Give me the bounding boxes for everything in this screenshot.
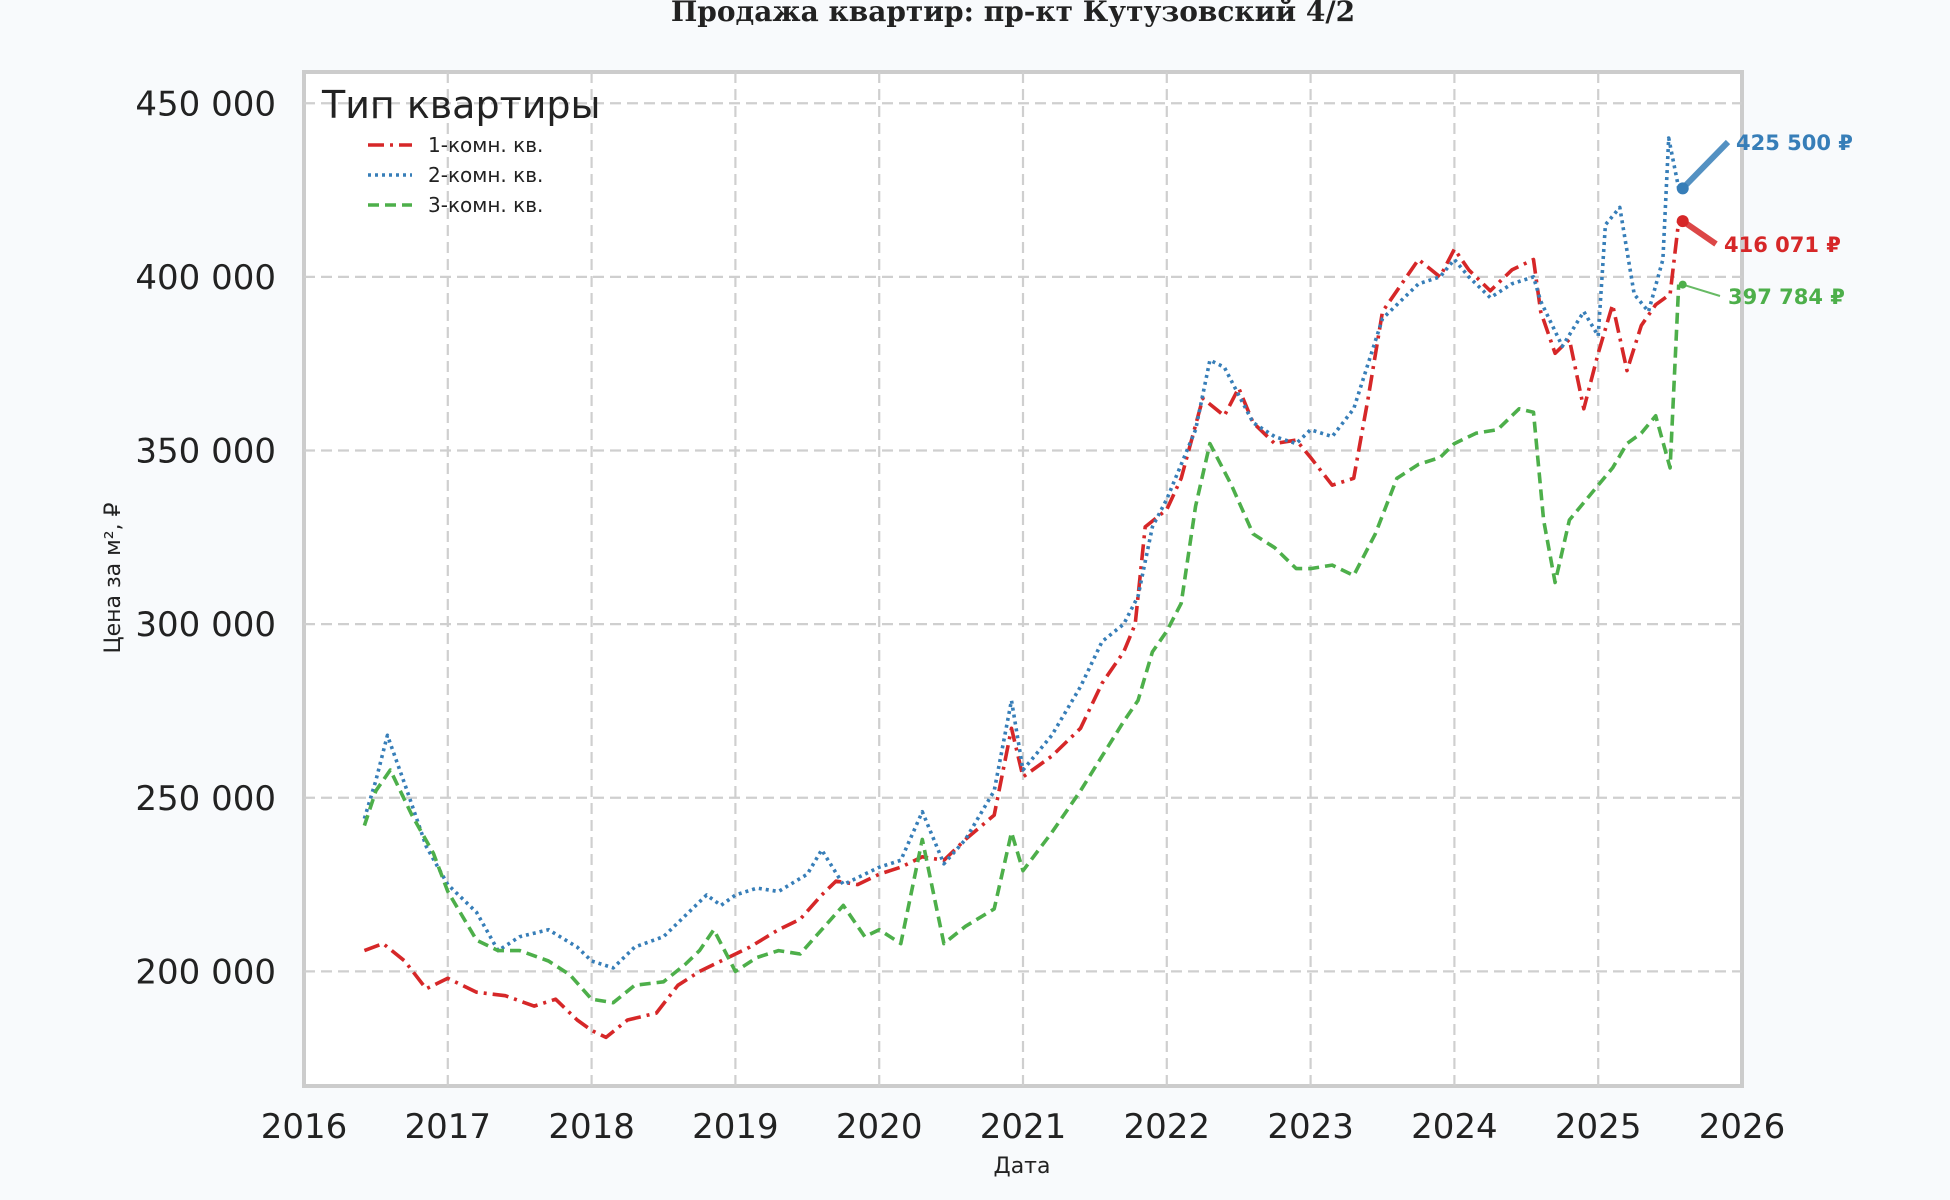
x-tick-label: 2024 xyxy=(1411,1107,1498,1147)
chart-title: Продажа квартир: пр-кт Кутузовский 4/2 xyxy=(671,0,1355,28)
x-tick-label: 2019 xyxy=(692,1107,779,1147)
grid xyxy=(304,72,1742,1086)
series-line-3 xyxy=(362,284,1681,1005)
x-tick-label: 2020 xyxy=(836,1107,923,1147)
annotation-label: 416 071 ₽ xyxy=(1724,233,1841,257)
legend-entry: 3-комн. кв. xyxy=(428,193,543,217)
x-tick-label: 2023 xyxy=(1267,1107,1354,1147)
annotation-arrowhead xyxy=(1676,182,1689,195)
annotation-arrowhead xyxy=(1678,280,1687,289)
legend-entry: 1-комн. кв. xyxy=(428,133,543,157)
y-axis-ticks: 200 000 250 000 300 000 350 000 400 000 450 0… xyxy=(135,84,276,992)
x-tick-label: 2018 xyxy=(548,1107,635,1147)
y-axis-label: Цена за м², ₽ xyxy=(101,502,126,653)
x-axis-ticks: 2016 2017 2018 2019 2020 2021 2022 2023 2024 2025… xyxy=(261,1107,1786,1147)
x-tick-label: 2021 xyxy=(980,1107,1067,1147)
annotations: 425 500 ₽ 416 071 ₽ 397 784 ₽ xyxy=(1676,131,1853,309)
x-tick-label: 2022 xyxy=(1124,1107,1211,1147)
legend-title: Тип квартиры xyxy=(321,83,601,127)
annotation-arrowhead xyxy=(1676,215,1689,228)
legend: Тип квартиры 1-комн. кв. 2-комн. кв. 3-ком… xyxy=(321,83,601,217)
y-tick-label: 400 000 xyxy=(135,258,276,298)
series-line-1 xyxy=(363,220,1681,1040)
annotation-arrow xyxy=(1681,218,1718,247)
y-tick-label: 350 000 xyxy=(135,432,276,472)
x-axis-label: Дата xyxy=(994,1154,1051,1179)
y-tick-label: 450 000 xyxy=(135,84,276,124)
plot-area xyxy=(302,70,1744,1088)
annotation-label: 425 500 ₽ xyxy=(1736,131,1853,155)
legend-entry: 2-комн. кв. xyxy=(428,163,543,187)
annotation-arrow xyxy=(1680,139,1731,191)
annotation-arrow xyxy=(1682,283,1721,297)
annotation-label: 397 784 ₽ xyxy=(1728,285,1845,309)
y-tick-label: 250 000 xyxy=(135,779,276,819)
x-tick-label: 2025 xyxy=(1555,1107,1642,1147)
x-tick-label: 2026 xyxy=(1699,1107,1786,1147)
y-tick-label: 200 000 xyxy=(135,952,276,992)
series-layer xyxy=(362,136,1681,1040)
y-tick-label: 300 000 xyxy=(135,605,276,645)
x-tick-label: 2016 xyxy=(261,1107,348,1147)
x-tick-label: 2017 xyxy=(405,1107,492,1147)
